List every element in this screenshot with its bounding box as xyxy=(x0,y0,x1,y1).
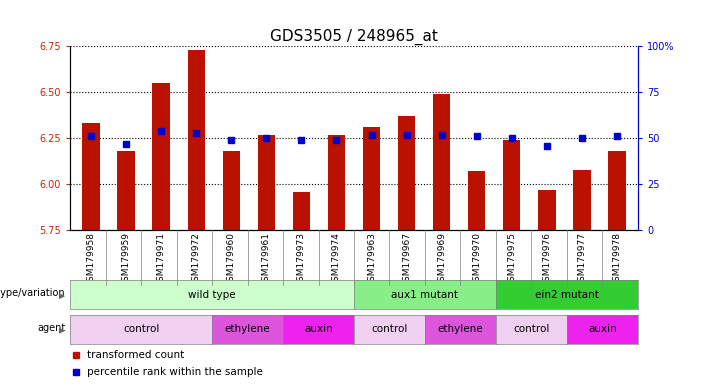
Bar xyxy=(538,190,556,230)
Text: control: control xyxy=(372,324,408,334)
Bar xyxy=(327,134,345,230)
Text: agent: agent xyxy=(37,323,65,333)
Text: transformed count: transformed count xyxy=(87,350,184,360)
Bar xyxy=(503,140,520,230)
Bar xyxy=(118,151,135,230)
Text: ethylene: ethylene xyxy=(225,324,271,334)
Bar xyxy=(433,94,450,230)
Bar xyxy=(573,170,590,230)
Text: wild type: wild type xyxy=(189,290,236,300)
Text: aux1 mutant: aux1 mutant xyxy=(391,290,458,300)
Text: genotype/variation: genotype/variation xyxy=(0,288,65,298)
Text: percentile rank within the sample: percentile rank within the sample xyxy=(87,366,263,377)
Bar xyxy=(258,134,275,230)
Text: ein2 mutant: ein2 mutant xyxy=(535,290,599,300)
Text: control: control xyxy=(123,324,159,334)
Title: GDS3505 / 248965_at: GDS3505 / 248965_at xyxy=(270,28,438,45)
Bar xyxy=(468,171,485,230)
Text: ethylene: ethylene xyxy=(437,324,483,334)
Bar xyxy=(83,124,100,230)
Bar xyxy=(187,50,205,230)
Bar xyxy=(153,83,170,230)
Text: auxin: auxin xyxy=(304,324,333,334)
Bar xyxy=(293,192,310,230)
Text: control: control xyxy=(513,324,550,334)
Text: auxin: auxin xyxy=(588,324,617,334)
Bar xyxy=(363,127,380,230)
Bar xyxy=(398,116,415,230)
Bar xyxy=(223,151,240,230)
Bar xyxy=(608,151,625,230)
